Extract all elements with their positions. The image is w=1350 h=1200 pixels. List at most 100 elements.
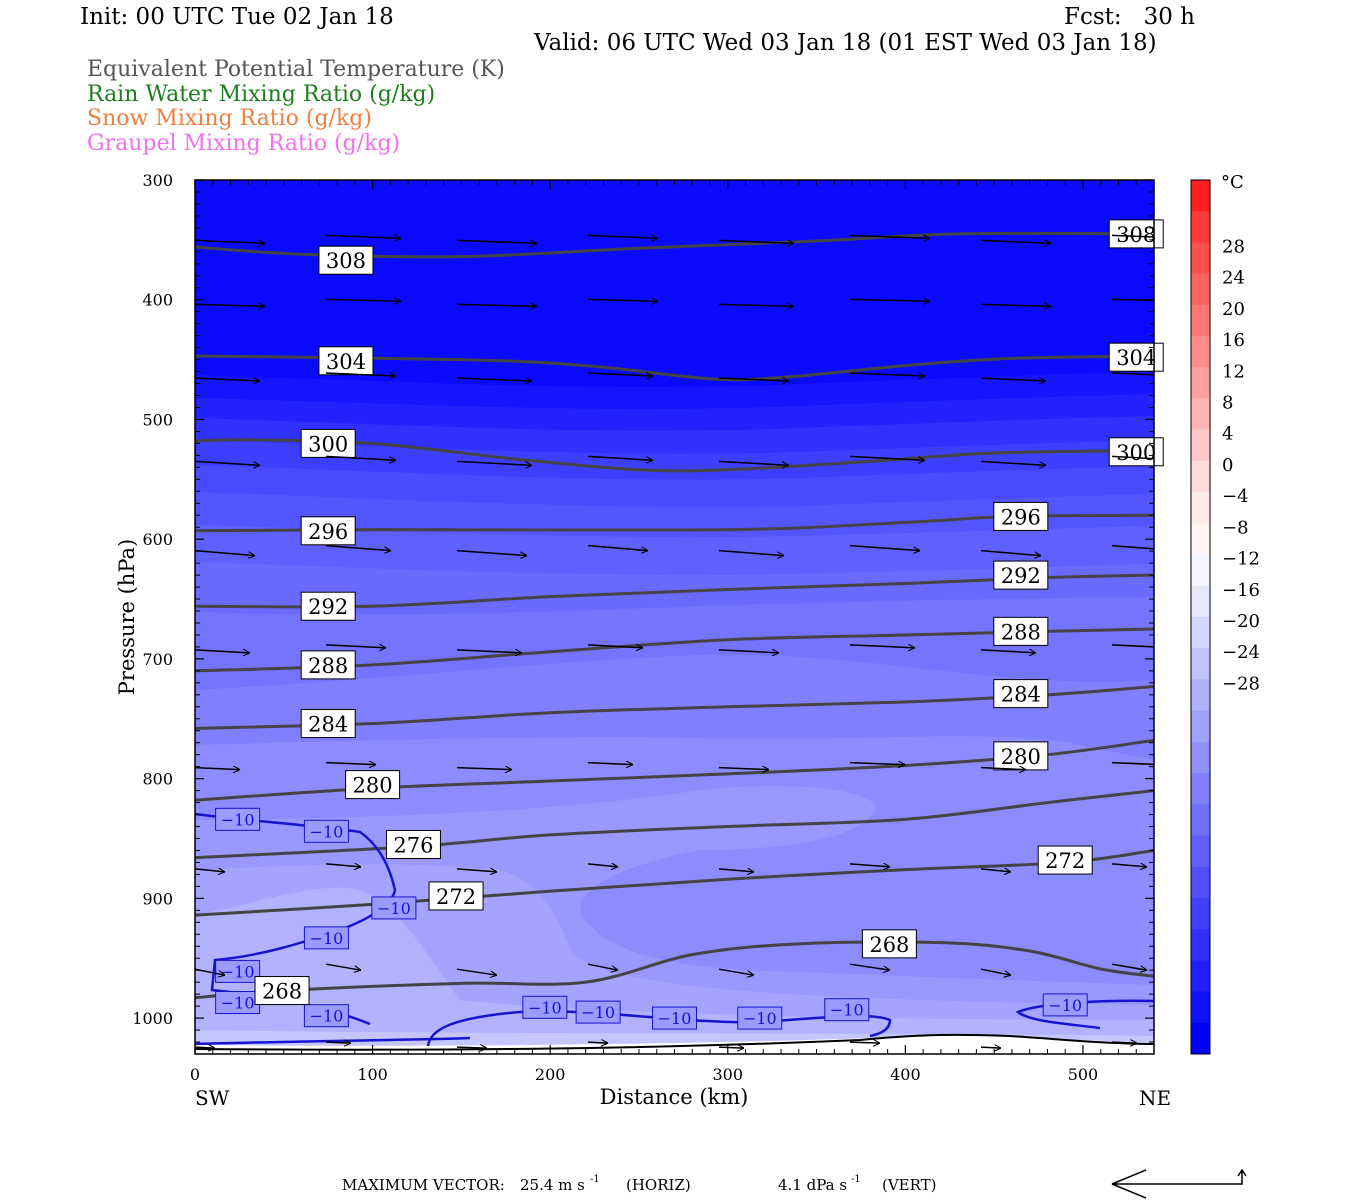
wind-vector [1111,372,1154,376]
colorbar-label: 28 [1222,236,1245,257]
wind-vector [1111,963,1147,970]
colorbar-swatch [1191,648,1210,680]
theta-e-label-300: 300 [300,428,356,458]
wind-vector [195,240,265,243]
wind-vector [587,373,653,376]
wind-vector [718,460,789,465]
wind-vector [456,240,537,243]
wind-vector [587,455,653,460]
max-vector-vert-exp: -1 [851,1174,861,1185]
wind-vector [718,240,794,243]
max-vector-label: MAXIMUM VECTOR: [342,1176,505,1194]
colorbar-label: −4 [1222,486,1249,507]
wind-vector [587,864,618,867]
isotherm-label-box [652,1006,697,1030]
isotherm-label: −10 [1042,993,1088,1017]
wind-vector [849,645,915,648]
wind-vector [718,304,794,306]
colorbar-swatch [1191,304,1210,337]
theta-e-label-box [993,501,1049,531]
isotherm-label: −10 [303,819,349,843]
theta-e-label-text: 276 [393,833,433,857]
colorbar-label: 0 [1222,455,1233,476]
theta-e-label-box [428,881,484,911]
theta-e-label-308: 308 [318,245,374,275]
isotherm-label: −10 [575,1000,621,1024]
theta-e-label-300: 300 [1108,437,1164,467]
theta-e-label-box [993,560,1049,590]
theta-e-label-284: 284 [300,709,356,739]
colorbar-swatch [1191,804,1210,836]
theta-e-label-308: 308 [1108,219,1164,249]
wind-vector [980,650,1036,653]
wind-vector [718,768,769,770]
valid-time: Valid: 06 UTC Wed 03 Jan 18 (01 EST Wed … [534,30,1157,56]
isotherm-label-box [575,1000,621,1024]
isotherm-label-box [371,896,417,920]
y-tick-label: 300 [142,171,173,190]
theta-e-label-text: 268 [262,980,302,1004]
wind-vector [849,1042,880,1043]
wind-vector [1111,234,1154,238]
colorbar-swatch [1191,773,1210,805]
wind-vector [1111,544,1154,550]
theta-e-label-box [254,976,310,1006]
theta-e-label-text: 272 [436,885,476,909]
wind-vector [1111,864,1147,867]
init-time: Init: 00 UTC Tue 02 Jan 18 [80,4,394,30]
wind-vector [325,235,401,238]
theta-e-label-box [993,741,1049,771]
colorbar-label: −24 [1222,642,1260,663]
colorbar-label: −20 [1222,611,1260,632]
x-tick-label: 400 [890,1065,921,1084]
wind-vector [849,544,920,551]
colorbar-label: 8 [1222,393,1233,414]
colorbar-swatch [1191,242,1210,275]
isotherm-label-box [303,926,349,950]
x-axis-title: Distance (km) [600,1085,749,1109]
wind-vector [849,373,925,376]
theta-e-line-304 [195,354,1154,382]
colorbar-swatch [1191,960,1210,993]
theta-e-label-box [318,245,374,275]
wind-vector [980,1047,1001,1048]
theta-e-label-text: 288 [308,654,348,678]
wind-vector [587,763,633,765]
wind-vectors [195,234,1154,1048]
isotherm-label: −10 [303,1004,349,1028]
wind-vector [587,544,648,551]
max-vector-vert-unit: (VERT) [882,1176,937,1194]
isotherm-label-box [303,819,349,843]
colorbar-swatch [1191,398,1210,431]
theta-e-label-text: 296 [308,520,348,544]
theta-e-label-296: 296 [993,501,1049,531]
theta-e-line-308 [195,231,1154,259]
theta-e-label-296: 296 [300,516,356,546]
theta-e-line-268 [195,940,1154,1000]
contour-labels: 308 308 304 304 300 300 296 296 292 292 288 288 284 2… [254,219,1164,1006]
colorbar-swatch [1191,336,1210,368]
colorbar-swatch [1191,617,1210,649]
isotherm-label-text: −10 [221,994,255,1013]
wind-vector [849,763,905,765]
wind-vector [980,549,1041,556]
theta-e-label-text: 280 [1001,745,1041,769]
legend-snow: Snow Mixing Ratio (g/kg) [87,106,372,131]
colorbar-label: 12 [1222,361,1245,382]
wind-vector [456,378,532,381]
colorbar-label: 20 [1222,299,1245,320]
isotherm-label-box [215,807,261,831]
theta-e-label-288: 288 [993,616,1049,646]
colorbar-swatch [1191,897,1210,930]
colorbar-frame [1190,179,1211,1055]
wind-vector [980,968,1011,975]
forecast-hour: Fcst: 30 h [1064,4,1195,30]
theta-e-label-box [385,829,441,859]
y-tick-label: 900 [142,889,173,908]
colorbar: 28 24 20 16 12 8 4 0 −4 −8 −12 −16 −20 −24 −28 [1190,179,1260,1055]
legend-graupel: Graupel Mixing Ratio (g/kg) [87,131,401,156]
max-vector-arrow [1111,1168,1247,1199]
wind-vector [849,455,925,460]
wind-vector [718,650,779,653]
colorbar-swatch [1191,1022,1210,1055]
